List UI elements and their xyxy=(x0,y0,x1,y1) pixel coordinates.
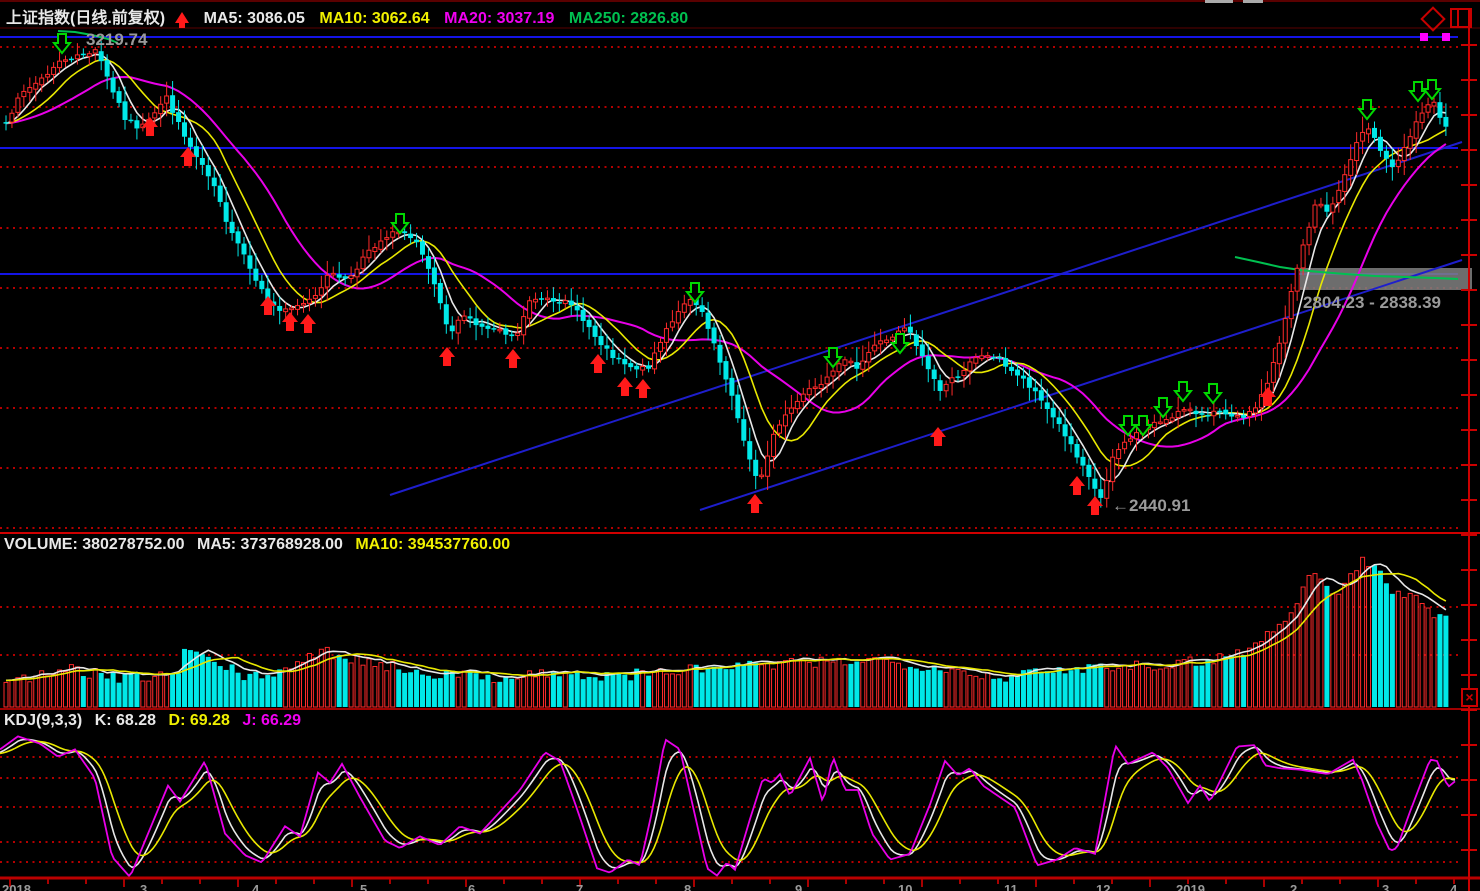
sell-signal-arrow xyxy=(1172,381,1194,403)
sell-signal-arrow xyxy=(684,282,706,304)
sell-signal-arrow xyxy=(1356,99,1378,121)
kdj-name: KDJ(9,3,3) xyxy=(4,712,83,729)
peak-price-label: 3219.74 xyxy=(86,30,148,49)
kdj-pane xyxy=(0,735,1462,878)
kdj-header: KDJ(9,3,3) K: 68.28 D: 69.28 J: 66.29 xyxy=(4,712,309,730)
window-control-fragment xyxy=(1243,0,1263,3)
kdj-j-value: J: 66.29 xyxy=(242,712,302,729)
time-axis-label: 3 xyxy=(140,882,148,891)
buy-signal-arrow xyxy=(260,296,276,315)
sell-signal-arrow xyxy=(1152,397,1174,419)
buy-signal-arrow xyxy=(282,312,298,331)
volume-value: VOLUME: 380278752.00 xyxy=(4,536,185,553)
restore-window-icon[interactable] xyxy=(1450,8,1472,28)
buy-signal-arrow xyxy=(635,379,651,398)
buy-signal-arrow xyxy=(617,377,633,396)
diagonal-trendline[interactable] xyxy=(699,259,1463,511)
time-axis-label: 7 xyxy=(576,882,584,891)
diamond-marker-icon[interactable] xyxy=(1420,6,1442,28)
time-axis-label: 10 xyxy=(898,882,913,891)
buy-signal-arrow xyxy=(300,314,316,333)
volume-header: VOLUME: 380278752.00 MA5: 373768928.00 M… xyxy=(4,536,518,554)
volume-ma10-value: MA10: 394537760.00 xyxy=(355,536,511,553)
symbol-title: 上证指数(日线.前复权) xyxy=(6,10,166,27)
buy-signal-arrow xyxy=(1260,387,1276,406)
ma250-value: MA250: 2826.80 xyxy=(568,10,689,27)
kdj-d-value: D: 69.28 xyxy=(168,712,230,729)
time-axis-label: 2018 xyxy=(2,882,31,891)
signal-markers xyxy=(51,33,1450,515)
trendline-handle[interactable] xyxy=(1420,33,1428,41)
band-range-label: 2804.23 - 2838.39 xyxy=(1303,293,1442,312)
candles xyxy=(3,41,1449,508)
sell-signal-arrow xyxy=(1421,79,1443,101)
sell-signal-arrow xyxy=(1132,415,1154,437)
buy-signal-arrow xyxy=(747,494,763,513)
sell-signal-arrow xyxy=(822,347,844,369)
trendline-handle[interactable] xyxy=(1442,33,1450,41)
buy-signal-arrow xyxy=(180,147,196,166)
ma20-value: MA20: 3037.19 xyxy=(444,10,555,27)
time-axis-label: 9 xyxy=(795,882,803,891)
up-arrow-icon xyxy=(175,12,190,28)
volume-ma5-value: MA5: 373768928.00 xyxy=(197,536,343,553)
buy-signal-arrow xyxy=(142,117,158,136)
time-axis-label: 3 xyxy=(1382,882,1390,891)
low-price-label: ←2440.91 xyxy=(1112,496,1191,515)
buy-signal-arrow xyxy=(1069,476,1085,495)
volume-pane xyxy=(0,556,1462,708)
diagonal-trendline[interactable] xyxy=(389,141,1463,496)
ma5-value: MA5: 3086.05 xyxy=(203,10,305,27)
sell-signal-arrow xyxy=(889,333,911,355)
time-axis-label: 4 xyxy=(1450,882,1458,891)
close-pane-button[interactable]: × xyxy=(1461,688,1478,707)
buy-signal-arrow xyxy=(930,427,946,446)
time-axis-label: 2019 xyxy=(1176,882,1205,891)
buy-signal-arrow xyxy=(505,349,521,368)
time-axis-label: 8 xyxy=(684,882,692,891)
buy-signal-arrow xyxy=(1087,496,1103,515)
buy-signal-arrow xyxy=(590,354,606,373)
main-chart-header: 上证指数(日线.前复权) MA5: 3086.05 MA10: 3062.64 … xyxy=(6,4,698,28)
window-control-fragment xyxy=(1205,0,1233,3)
ma10-value: MA10: 3062.64 xyxy=(319,10,430,27)
sell-signal-arrow xyxy=(1202,383,1224,405)
sell-signal-arrow xyxy=(389,213,411,235)
sell-signal-arrow xyxy=(51,33,73,55)
time-axis-label: 12 xyxy=(1096,882,1111,891)
kdj-k-value: K: 68.28 xyxy=(94,712,157,729)
time-axis-labels: 2018 3 4 5 6 7 8 9 10 11 12 2019 2 3 4 xyxy=(0,880,1480,891)
time-axis-label: 2 xyxy=(1290,882,1298,891)
time-axis-label: 4 xyxy=(252,882,260,891)
time-axis-label: 11 xyxy=(1004,882,1018,891)
time-axis-label: 5 xyxy=(360,882,368,891)
buy-signal-arrow xyxy=(439,347,455,366)
time-axis-label: 6 xyxy=(468,882,476,891)
